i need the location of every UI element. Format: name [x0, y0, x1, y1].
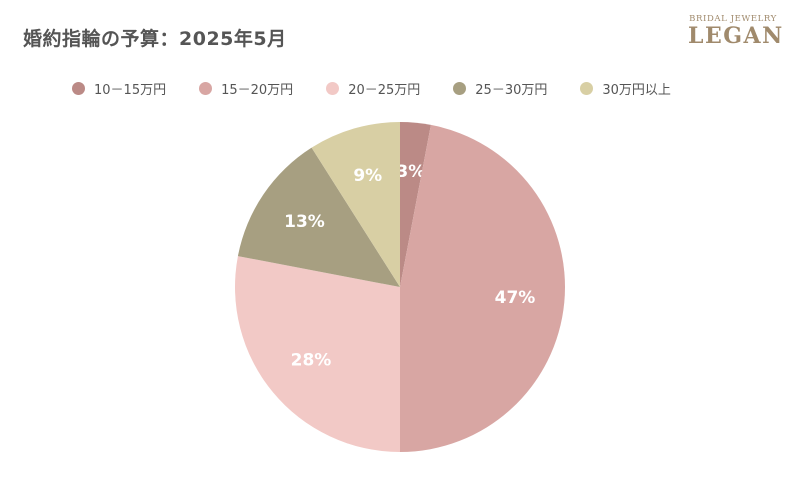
legend-item: 25－30万円: [453, 79, 547, 98]
legend-swatch: [580, 82, 594, 95]
legend-label: 25－30万円: [475, 83, 548, 98]
pie-slice: [400, 124, 566, 452]
legend-item: 20－25万円: [326, 79, 420, 98]
slice-value-label: 13%: [284, 212, 325, 232]
pie-slice: [400, 122, 431, 287]
legend-label: 10－15万円: [94, 83, 167, 98]
legend-swatch: [199, 82, 213, 95]
pie-slice: [237, 147, 400, 287]
legend-item: 30万円以上: [580, 79, 671, 98]
legend-label: 30万円以上: [602, 83, 671, 98]
legend-swatch: [326, 82, 340, 95]
chart-legend: 10－15万円 15－20万円 20－25万円 25－30万円 30万円以上: [72, 79, 704, 98]
slice-value-label: 28%: [291, 351, 332, 371]
slice-value-label: 47%: [495, 288, 536, 308]
brand-logo: BRIDAL JEWELRY LEGAN: [688, 14, 784, 49]
slice-value-label: 3%: [396, 162, 425, 182]
legend-swatch: [72, 82, 85, 95]
logo-wordmark: LEGAN: [688, 23, 784, 49]
legend-item: 15－20万円: [199, 79, 293, 98]
pie-slice: [311, 122, 400, 287]
legend-item: 10－15万円: [72, 79, 166, 98]
slice-value-label: 9%: [353, 166, 382, 186]
legend-label: 15－20万円: [221, 83, 294, 98]
pie-slice: [234, 256, 400, 452]
chart-title: 婚約指輪の予算：2025年5月: [23, 28, 287, 50]
legend-label: 20－25万円: [348, 83, 421, 98]
legend-swatch: [453, 82, 467, 95]
logo-tagline: BRIDAL JEWELRY: [689, 14, 777, 24]
